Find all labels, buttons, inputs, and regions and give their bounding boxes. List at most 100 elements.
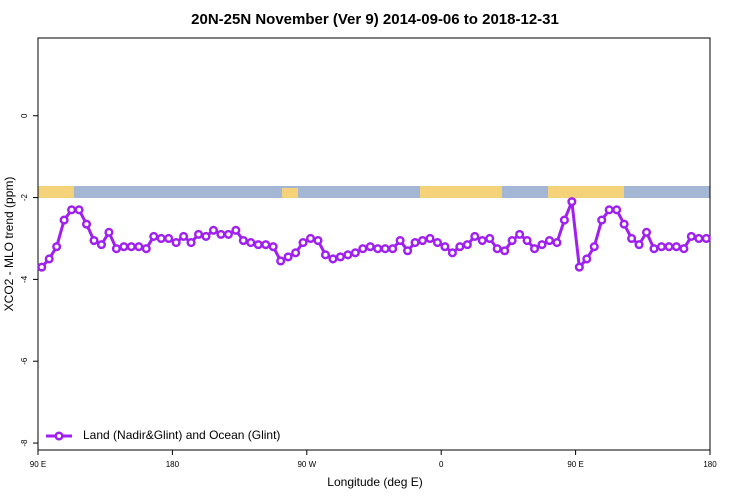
point — [246, 238, 256, 248]
point — [552, 238, 562, 248]
point — [52, 242, 62, 252]
point — [305, 233, 316, 244]
point — [425, 233, 435, 244]
point — [627, 233, 637, 244]
point — [417, 235, 428, 246]
point — [500, 246, 510, 256]
point — [171, 238, 181, 248]
point — [111, 244, 121, 254]
point — [283, 252, 293, 262]
point — [671, 242, 681, 252]
x-tick-label: 90 W — [297, 460, 316, 469]
point — [37, 262, 47, 272]
x-tick-label: 0 — [439, 460, 444, 469]
point — [223, 229, 233, 239]
point — [582, 254, 592, 264]
point — [104, 227, 114, 237]
point — [156, 233, 166, 244]
point — [664, 242, 674, 252]
point — [544, 235, 555, 246]
point — [193, 229, 204, 239]
x-axis-label: Longitude (deg E) — [327, 475, 422, 489]
point — [149, 231, 159, 241]
point — [358, 244, 368, 254]
point — [559, 215, 569, 225]
point — [529, 244, 540, 254]
point — [201, 231, 211, 241]
point — [67, 205, 77, 215]
point — [298, 238, 308, 248]
point — [694, 233, 704, 244]
point — [238, 235, 248, 246]
point — [328, 254, 338, 264]
plot-frame — [37, 37, 711, 451]
x-tick-label: 180 — [703, 460, 717, 469]
point — [604, 205, 614, 215]
point — [74, 205, 84, 215]
point — [656, 242, 667, 252]
point — [276, 256, 286, 266]
point — [522, 235, 532, 246]
point — [574, 262, 584, 272]
y-tick-label: -2 — [20, 193, 29, 201]
point — [208, 225, 219, 235]
point — [291, 248, 301, 258]
x-tick-label: 180 — [166, 460, 180, 469]
point — [343, 250, 353, 260]
point — [81, 219, 92, 229]
point — [388, 244, 398, 254]
point — [455, 242, 465, 252]
point — [403, 246, 413, 256]
point — [365, 242, 375, 252]
point — [641, 227, 652, 237]
y-tick-label: -6 — [20, 357, 29, 365]
point — [261, 240, 271, 250]
point — [44, 254, 54, 264]
point — [350, 248, 360, 258]
point — [447, 248, 457, 258]
point — [126, 242, 136, 252]
point — [649, 244, 659, 254]
point — [59, 215, 69, 225]
y-axis-label: XCO2 - MLO trend (ppm) — [2, 177, 16, 312]
point — [440, 242, 450, 252]
point — [492, 244, 502, 254]
point — [373, 244, 383, 254]
point — [395, 235, 405, 246]
point — [619, 219, 629, 229]
legend-marker — [54, 431, 64, 441]
point — [515, 229, 525, 239]
point — [141, 244, 151, 254]
point — [410, 238, 420, 248]
point — [164, 233, 174, 244]
point — [634, 240, 644, 250]
point — [432, 238, 443, 248]
point — [380, 244, 390, 254]
point — [313, 235, 323, 246]
y-tick-label: 0 — [20, 113, 29, 118]
y-tick-label: -8 — [20, 439, 29, 447]
point — [686, 231, 696, 241]
point — [477, 235, 487, 246]
x-tick-label: 90 E — [30, 460, 46, 469]
chart-title: 20N-25N November (Ver 9) 2014-09-06 to 2… — [191, 11, 559, 28]
point — [253, 240, 263, 250]
point — [470, 231, 480, 241]
point — [134, 242, 144, 252]
point — [507, 235, 517, 246]
point — [485, 233, 495, 244]
point — [216, 229, 226, 239]
point — [537, 240, 547, 250]
point — [462, 240, 472, 250]
point — [612, 205, 622, 215]
legend-label: Land (Nadir&Glint) and Ocean (Glint) — [83, 428, 280, 442]
point — [89, 235, 99, 246]
map-strip — [38, 186, 710, 198]
point — [320, 250, 331, 260]
point — [268, 242, 278, 252]
x-tick-label: 90 E — [567, 460, 583, 469]
point — [179, 231, 189, 241]
point — [567, 197, 577, 207]
